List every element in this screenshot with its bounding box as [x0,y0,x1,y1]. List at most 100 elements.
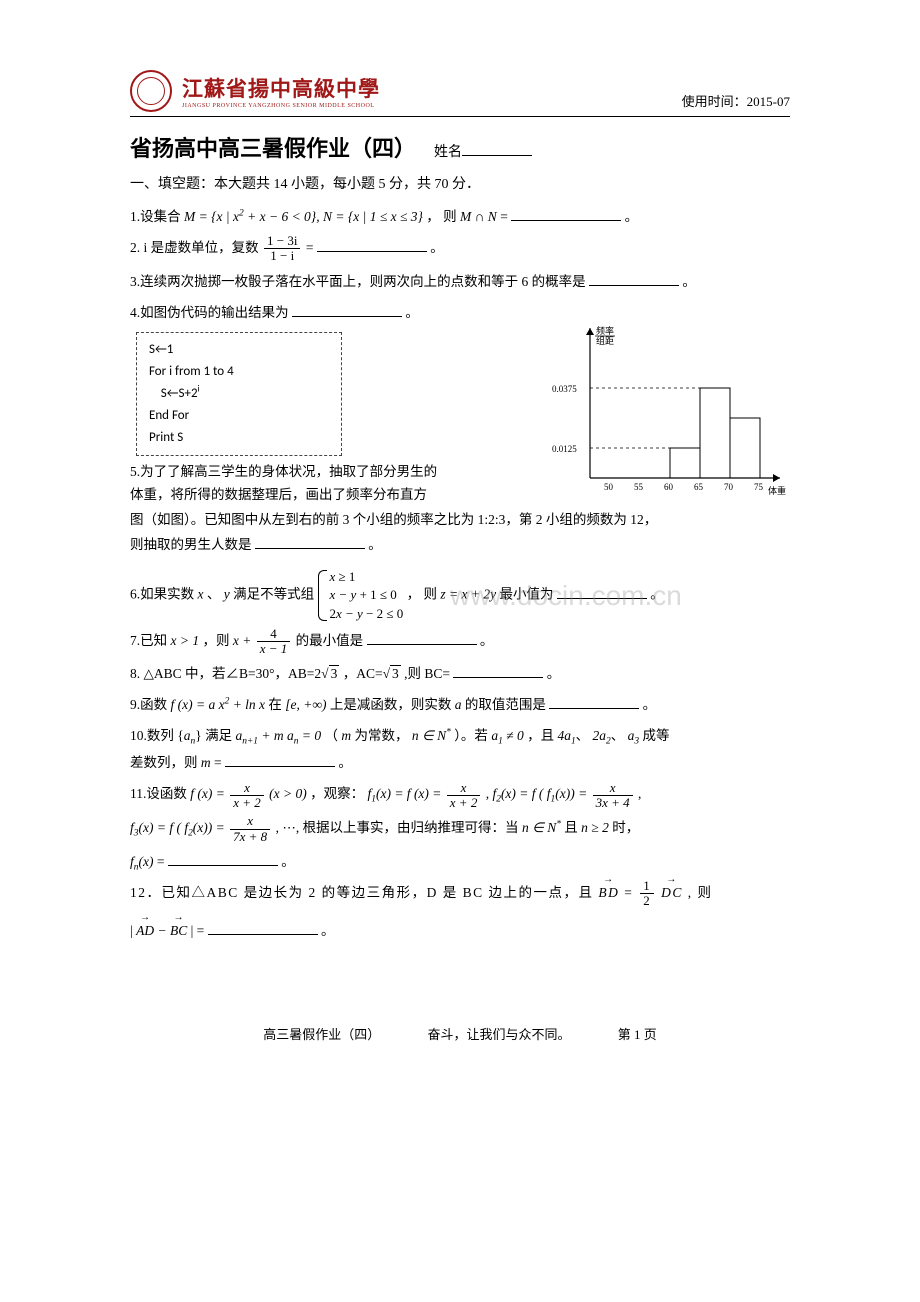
q11-f1-l: f1(x) = f (x) = [367,786,444,801]
section-heading: 一、填空题：本大题共 14 小题，每小题 5 分，共 70 分． [130,173,790,193]
q10-n: n ∈ N* [412,728,451,743]
q1-end: 。 [625,209,639,224]
q1-pre: 1.设集合 [130,209,184,224]
footer-right: 第 1 页 [618,1027,657,1042]
q2-fraction: 1 − 3i 1 − i [264,234,300,264]
q11-pre: 11.设函数 [130,786,190,801]
q10-mid2: （ [324,728,341,743]
q11-when: 时， [612,820,639,835]
q10-s2: 、 [611,728,625,743]
svg-text:体重: 体重 [768,485,786,496]
question-10-l2: 差数列，则 m = 。 [130,749,790,776]
q10-blank [225,752,335,767]
q7-frac-top: 4 [257,627,291,642]
q11-ncond: n ∈ N* [522,820,561,835]
q10-t1: 4a1 [557,728,575,743]
page-title: 省扬高中高三暑假作业（四） [130,131,416,163]
q11-f2-l: , f2(x) = f ( f1(x)) = [486,786,591,801]
q9-fx: f (x) = a x2 + ln x [171,697,266,712]
question-11-l2: f3(x) = f ( f2(x)) = x7x + 8 , ⋯, 根据以上事实… [130,814,790,844]
q1-blank [511,206,621,221]
q10-rec: an+1 + m an = 0 [235,728,321,743]
q3-text: 3.连续两次抛掷一枚骰子落在水平面上，则两次向上的点数和等于 6 的概率是 [130,274,586,289]
q10-mvar: m [201,755,211,770]
code-l1: S←1 [149,339,329,361]
q7-mid1: ，则 [202,633,232,648]
use-time: 使用时间：2015-07 [682,91,790,110]
q7-mid2: 的最小值是 [296,633,364,648]
q11-fn: fn(x) [130,854,153,869]
school-name-en: JIANGSU PROVINCE YANGZHONG SENIOR MIDDLE… [182,103,380,109]
q9-mid2: 上是减函数，则实数 [330,697,455,712]
q4-blank [292,302,402,317]
q11-f3-frac: x7x + 8 [230,814,270,844]
q8-mid: ，AC= [343,666,383,681]
code-l3: S←S+2i [149,383,329,405]
svg-text:60: 60 [664,482,674,492]
q12-bc: BC [170,917,187,944]
name-blank [462,155,532,156]
figure-row: S←1 For i from 1 to 4 S←S+2i End For Pri… [130,326,790,512]
question-11-l3: fn(x) = 。 [130,848,790,875]
q11-f3-l: f3(x) = f ( f2(x)) = [130,820,228,835]
q2-pre: 2. i 是虚数单位，复数 [130,240,262,255]
q11-f-frac: xx + 2 [230,781,264,811]
q12-l1-pre: 12．已知△ABC 是边长为 2 的等边三角形，D 是 BC 边上的一点，且 [130,885,598,900]
q10-m: m [341,728,351,743]
q2-frac-top: 1 − 3i [264,234,300,249]
q11-obs: ，观察： [310,786,364,801]
q7-pre: 7.已知 [130,633,171,648]
q11-tail: 根据以上事实，由归纳推理可得：当 [303,820,522,835]
q11-comma: , [638,786,641,801]
q7-frac-bot: x − 1 [257,642,291,656]
question-8: 8. △ABC 中，若∠B=30°，AB=23 ，AC=3 ,则 BC= 。 [130,660,790,687]
q10-eq: = [214,755,225,770]
question-12-l2: | AD − BC | = 。 [130,917,790,944]
q7-end: 。 [480,633,494,648]
q4-end: 。 [405,305,419,320]
q10-mid1: 满足 [205,728,235,743]
q9-mid1: 在 [268,697,285,712]
figure-left: S←1 For i from 1 to 4 S←S+2i End For Pri… [130,326,520,512]
q6-sys3: 2x − y − 2 ≤ 0 [330,605,404,623]
q4-text: 4.如图伪代码的输出结果为 [130,305,289,320]
q1-mid: ， 则 [426,209,460,224]
q12-l2-mid: | = [191,923,208,938]
q3-end: 。 [682,274,696,289]
q7-cond: x > 1 [171,633,200,648]
q9-pre: 9.函数 [130,697,171,712]
q6-sep: 、 [207,587,221,602]
q10-t3: a3 [628,728,639,743]
q10-a1: a1 ≠ 0 [491,728,523,743]
code-l5: Print S [149,427,329,449]
code-l4: End For [149,405,329,427]
q6-mid3: 最小值为 [500,587,554,602]
question-12-l1: 12．已知△ABC 是边长为 2 的等边三角形，D 是 BC 边上的一点，且 B… [130,879,790,909]
q9-mid3: 的取值范围是 [465,697,546,712]
q12-end: 。 [321,923,335,938]
q6-x: x [198,587,204,602]
q10-pre: 10.数列 [130,728,177,743]
q10-an: an [184,728,195,743]
q10-l2: 差数列，则 [130,755,201,770]
q5-l4: 则抽取的男生人数是 [130,537,252,552]
q10-end: 。 [338,755,352,770]
question-11-l1: 11.设函数 f (x) = xx + 2 (x > 0) ，观察： f1(x)… [130,780,790,810]
q6-sys1: x ≥ 1 [330,568,404,586]
q10-brace-l: { [177,728,183,743]
q9-a: a [455,697,462,712]
q6-z: z = x + 2y [440,587,496,602]
q3-blank [589,271,679,286]
q6-mid1: 满足不等式组 [233,587,317,602]
q11-f2-frac: x3x + 4 [593,781,633,811]
school-text: 江蘇省揚中高級中學 JIANGSU PROVINCE YANGZHONG SEN… [182,73,380,109]
footer: 高三暑假作业（四） 奋斗，让我们与众不同。 第 1 页 [130,1024,790,1073]
q5-end: 。 [368,537,382,552]
svg-text:70: 70 [724,482,734,492]
code-l2: For i from 1 to 4 [149,361,329,383]
q2-post: = [306,240,317,255]
header-rule [130,116,790,117]
q10-mid5: ，且 [527,728,557,743]
question-6: www.docin.com.cn 6.如果实数 x 、 y 满足不等式组 x ≥… [130,568,790,623]
q6-system: x ≥ 1 x − y + 1 ≤ 0 2x − y − 2 ≤ 0 [318,568,404,623]
